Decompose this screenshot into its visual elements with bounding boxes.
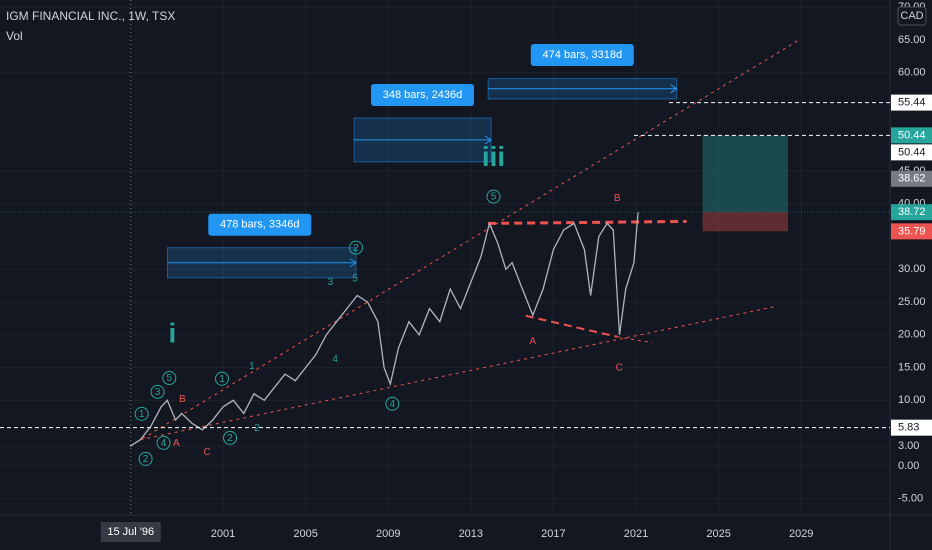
y-tick-label: 65.00 bbox=[898, 34, 926, 46]
wave-circle bbox=[138, 451, 153, 466]
wave-circle bbox=[486, 189, 501, 204]
y-tick-label: 60.00 bbox=[898, 67, 926, 79]
wave-circle bbox=[156, 435, 171, 450]
price-label-box bbox=[891, 127, 932, 144]
x-tick-label: 2009 bbox=[376, 528, 400, 540]
price-label: 55.44 bbox=[898, 97, 926, 109]
currency[interactable]: CAD bbox=[900, 10, 923, 22]
wave-label: B bbox=[179, 394, 186, 405]
arrow-head bbox=[670, 84, 678, 94]
y-tick-label: 30.00 bbox=[898, 263, 926, 275]
wave-label: A bbox=[173, 438, 180, 449]
price-line bbox=[129, 212, 639, 447]
price-label: 50.44 bbox=[898, 146, 926, 158]
trend-line bbox=[525, 314, 618, 338]
date-range-label: 348 bars, 2436d bbox=[383, 89, 463, 101]
price-label: 5.83 bbox=[898, 422, 919, 434]
wave-label: 1 bbox=[139, 409, 145, 420]
wave-label: iii bbox=[482, 141, 505, 172]
crosshair-label: 15 Jul '96 bbox=[107, 526, 154, 538]
arrow-head bbox=[349, 258, 357, 268]
y-tick-label: -5.00 bbox=[898, 493, 923, 505]
x-tick-label: 2001 bbox=[211, 528, 235, 540]
wave-label: 1 bbox=[219, 374, 225, 385]
y-tick-label: 15.00 bbox=[898, 361, 926, 373]
crosshair-label-box bbox=[100, 522, 161, 542]
price-label-box bbox=[891, 204, 932, 221]
price-label-box bbox=[891, 94, 932, 111]
y-tick-label: 20.00 bbox=[898, 329, 926, 341]
x-tick-label: 2013 bbox=[459, 528, 483, 540]
wave-label: A bbox=[529, 336, 536, 347]
wave-label: 5 bbox=[491, 192, 497, 203]
arrow-head bbox=[484, 135, 492, 145]
wave-label: 2 bbox=[227, 433, 233, 444]
price-label-box bbox=[891, 144, 932, 161]
currency-box[interactable] bbox=[897, 6, 927, 26]
trend-line bbox=[488, 219, 687, 225]
wave-label: 2 bbox=[254, 423, 260, 434]
price-label-box bbox=[891, 223, 932, 240]
y-tick-label: 3.00 bbox=[898, 440, 919, 452]
y-tick-label: 25.00 bbox=[898, 296, 926, 308]
price-label: 50.44 bbox=[898, 129, 926, 141]
wave-label: 2 bbox=[143, 454, 149, 465]
wave-label: 3 bbox=[328, 277, 334, 288]
grid bbox=[0, 0, 890, 515]
wave-circle bbox=[214, 371, 229, 386]
drawings: 478 bars, 3346d 348 bars, 2436d 474 bars, … bbox=[0, 0, 890, 515]
wave-label: C bbox=[616, 363, 623, 374]
trend-line bbox=[617, 336, 653, 344]
date-range-label-box bbox=[208, 213, 312, 236]
wave-circle bbox=[349, 240, 363, 255]
wave-label: B bbox=[614, 193, 621, 204]
price-label: 35.79 bbox=[898, 225, 926, 237]
x-tick-label: 2005 bbox=[293, 528, 317, 540]
wave-label: C bbox=[203, 447, 210, 458]
price-label: 38.62 bbox=[898, 173, 926, 185]
wave-circle bbox=[162, 371, 177, 386]
wave-label: 4 bbox=[332, 354, 338, 365]
x-tick-label: 2021 bbox=[624, 528, 648, 540]
position-profit bbox=[702, 135, 788, 213]
wave-circle bbox=[150, 384, 165, 399]
wave-label: 5 bbox=[352, 274, 358, 285]
price-label: 38.72 bbox=[898, 206, 926, 218]
wave-label: 4 bbox=[161, 438, 167, 449]
wave-circle bbox=[223, 430, 238, 445]
wave-label: 5 bbox=[167, 373, 173, 384]
axes: -5.000.003.0010.0015.0020.0025.0030.0040… bbox=[100, 1, 932, 542]
wave-circle bbox=[385, 396, 400, 411]
wave-label: i bbox=[169, 318, 177, 349]
price-label-box bbox=[891, 419, 932, 436]
x-tick-label: 2017 bbox=[541, 528, 565, 540]
chart-title: IGM FINANCIAL INC., 1W, TSX bbox=[6, 9, 175, 23]
wave-circle bbox=[134, 406, 149, 421]
volume-label: Vol bbox=[6, 29, 23, 43]
wave-label: 1 bbox=[249, 361, 255, 372]
y-tick-label: 10.00 bbox=[898, 394, 926, 406]
date-range-label: 478 bars, 3346d bbox=[220, 219, 300, 231]
wave-label: 4 bbox=[390, 399, 396, 410]
wave-label: 3 bbox=[155, 387, 161, 398]
wave-label: 2 bbox=[353, 243, 359, 254]
date-range-label-box bbox=[530, 44, 634, 67]
price-label-box bbox=[891, 170, 932, 187]
x-tick-label: 2029 bbox=[789, 528, 813, 540]
date-range-label: 474 bars, 3318d bbox=[543, 49, 623, 61]
y-tick-label: 0.00 bbox=[898, 460, 919, 472]
position-loss bbox=[702, 212, 788, 232]
x-tick-label: 2025 bbox=[706, 528, 730, 540]
date-range-label-box bbox=[370, 84, 474, 107]
